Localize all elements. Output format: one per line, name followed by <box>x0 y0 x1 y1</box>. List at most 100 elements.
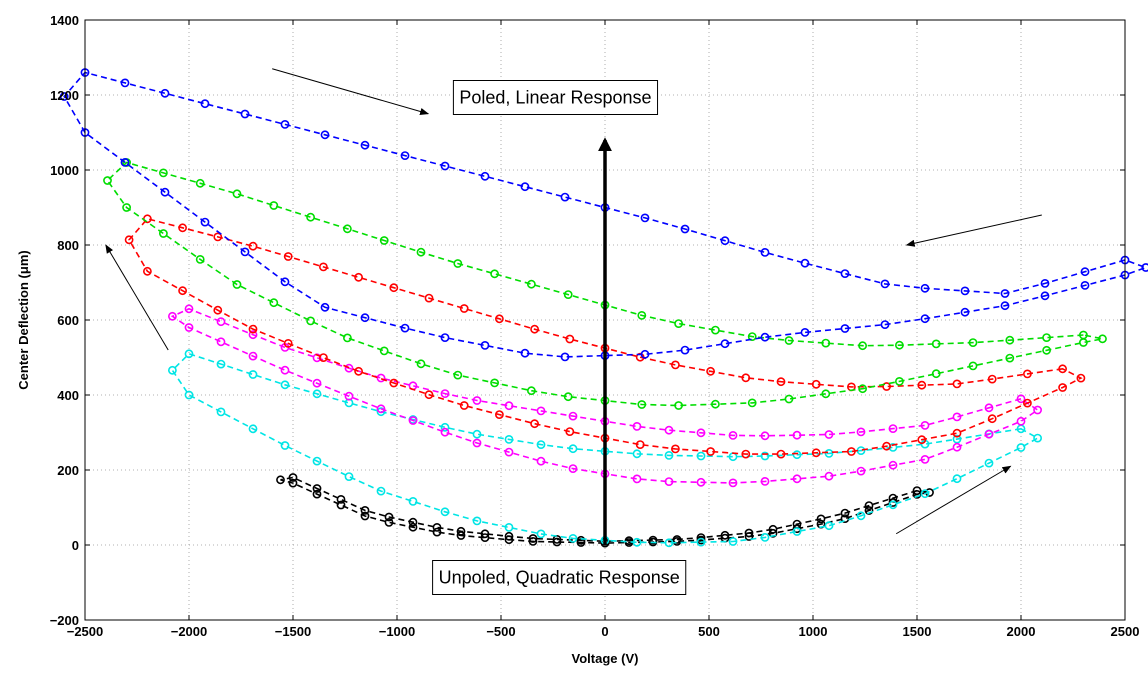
data-point <box>635 440 645 449</box>
data-point <box>408 416 418 425</box>
data-point <box>671 444 680 454</box>
data-point <box>1042 333 1051 342</box>
annotation-frame <box>452 80 659 115</box>
data-point <box>248 370 258 379</box>
data-point <box>384 518 394 527</box>
y-tick-label: 1200 <box>50 88 79 103</box>
data-point <box>1000 301 1010 311</box>
data-point <box>840 324 850 333</box>
data-point <box>568 444 578 454</box>
data-point <box>122 203 131 212</box>
data-point <box>490 378 499 388</box>
data-point <box>968 338 978 347</box>
data-point <box>103 176 112 185</box>
ticks-group: −2500 −2000 −1500 −1000 −500 0 500 1000 1500 2000… <box>50 13 1140 639</box>
direction-arrow <box>895 465 1012 535</box>
data-point <box>240 247 250 257</box>
series-line <box>128 217 1083 455</box>
data-point <box>184 304 194 314</box>
data-point <box>917 435 927 445</box>
data-point <box>200 99 210 109</box>
data-point <box>768 524 778 534</box>
data-point <box>306 316 315 326</box>
series-3 <box>124 214 1086 459</box>
data-point <box>728 537 738 546</box>
data-point <box>1023 398 1032 408</box>
data-point <box>1040 278 1050 288</box>
data-point <box>453 370 463 380</box>
data-point <box>858 341 867 351</box>
data-point <box>440 389 450 398</box>
series-2 <box>167 304 1042 488</box>
data-point <box>637 310 647 320</box>
data-point <box>987 374 997 384</box>
x-tick-label: −2000 <box>171 624 208 639</box>
x-tick-label: −500 <box>486 624 515 639</box>
data-point <box>960 307 970 317</box>
data-point <box>565 334 575 344</box>
data-point <box>280 380 290 390</box>
data-point <box>248 351 258 361</box>
data-point <box>816 514 826 524</box>
data-point <box>1016 443 1026 452</box>
data-point <box>312 484 322 493</box>
data-point <box>456 526 466 536</box>
data-point <box>440 333 450 342</box>
data-point <box>792 474 802 484</box>
data-point <box>178 223 187 233</box>
data-point <box>1005 335 1015 345</box>
y-tick-label: 600 <box>57 313 79 328</box>
data-point <box>504 434 514 444</box>
series-line <box>280 476 930 544</box>
data-point <box>178 286 187 296</box>
data-point <box>931 339 941 349</box>
data-point <box>216 407 226 417</box>
annotation-box: Unpoled, Quadratic Response <box>432 560 687 595</box>
data-point <box>1079 338 1088 347</box>
data-point <box>792 524 802 534</box>
data-point <box>1058 364 1067 374</box>
data-point <box>280 120 290 129</box>
data-point <box>824 430 834 439</box>
arrow-group: Poled, Linear Response Unpoled, Quadratic… <box>105 68 1042 595</box>
data-point <box>416 359 426 369</box>
data-point <box>1016 416 1026 426</box>
data-point <box>895 340 904 350</box>
data-point <box>142 266 152 276</box>
data-point <box>563 290 573 299</box>
data-point <box>336 500 346 510</box>
data-point <box>276 475 285 485</box>
data-point <box>632 537 642 547</box>
data-point <box>747 398 757 408</box>
data-point <box>195 254 205 264</box>
data-point <box>520 182 530 192</box>
data-point <box>760 476 770 486</box>
data-point <box>312 489 322 499</box>
data-point <box>824 448 834 458</box>
data-point <box>528 537 538 546</box>
data-point <box>424 293 434 303</box>
x-tick-label: −1000 <box>379 624 416 639</box>
data-point <box>490 269 499 279</box>
data-point <box>504 523 514 532</box>
series-line <box>106 161 1103 407</box>
data-point <box>728 478 738 488</box>
data-point <box>288 473 298 482</box>
data-point <box>432 527 442 537</box>
data-point <box>480 533 490 542</box>
data-point <box>880 320 890 329</box>
data-point <box>59 92 69 101</box>
data-point <box>342 333 352 343</box>
data-point <box>864 506 874 515</box>
y-tick-label: 1000 <box>50 163 79 178</box>
data-point <box>920 454 930 464</box>
data-point <box>1040 291 1050 301</box>
data-point <box>800 258 810 268</box>
annotation-box: Poled, Linear Response <box>452 80 659 115</box>
data-point <box>552 535 562 544</box>
data-point <box>920 283 930 293</box>
data-point <box>440 422 450 432</box>
data-point <box>821 389 831 399</box>
data-point <box>318 262 328 272</box>
data-point <box>440 161 450 171</box>
